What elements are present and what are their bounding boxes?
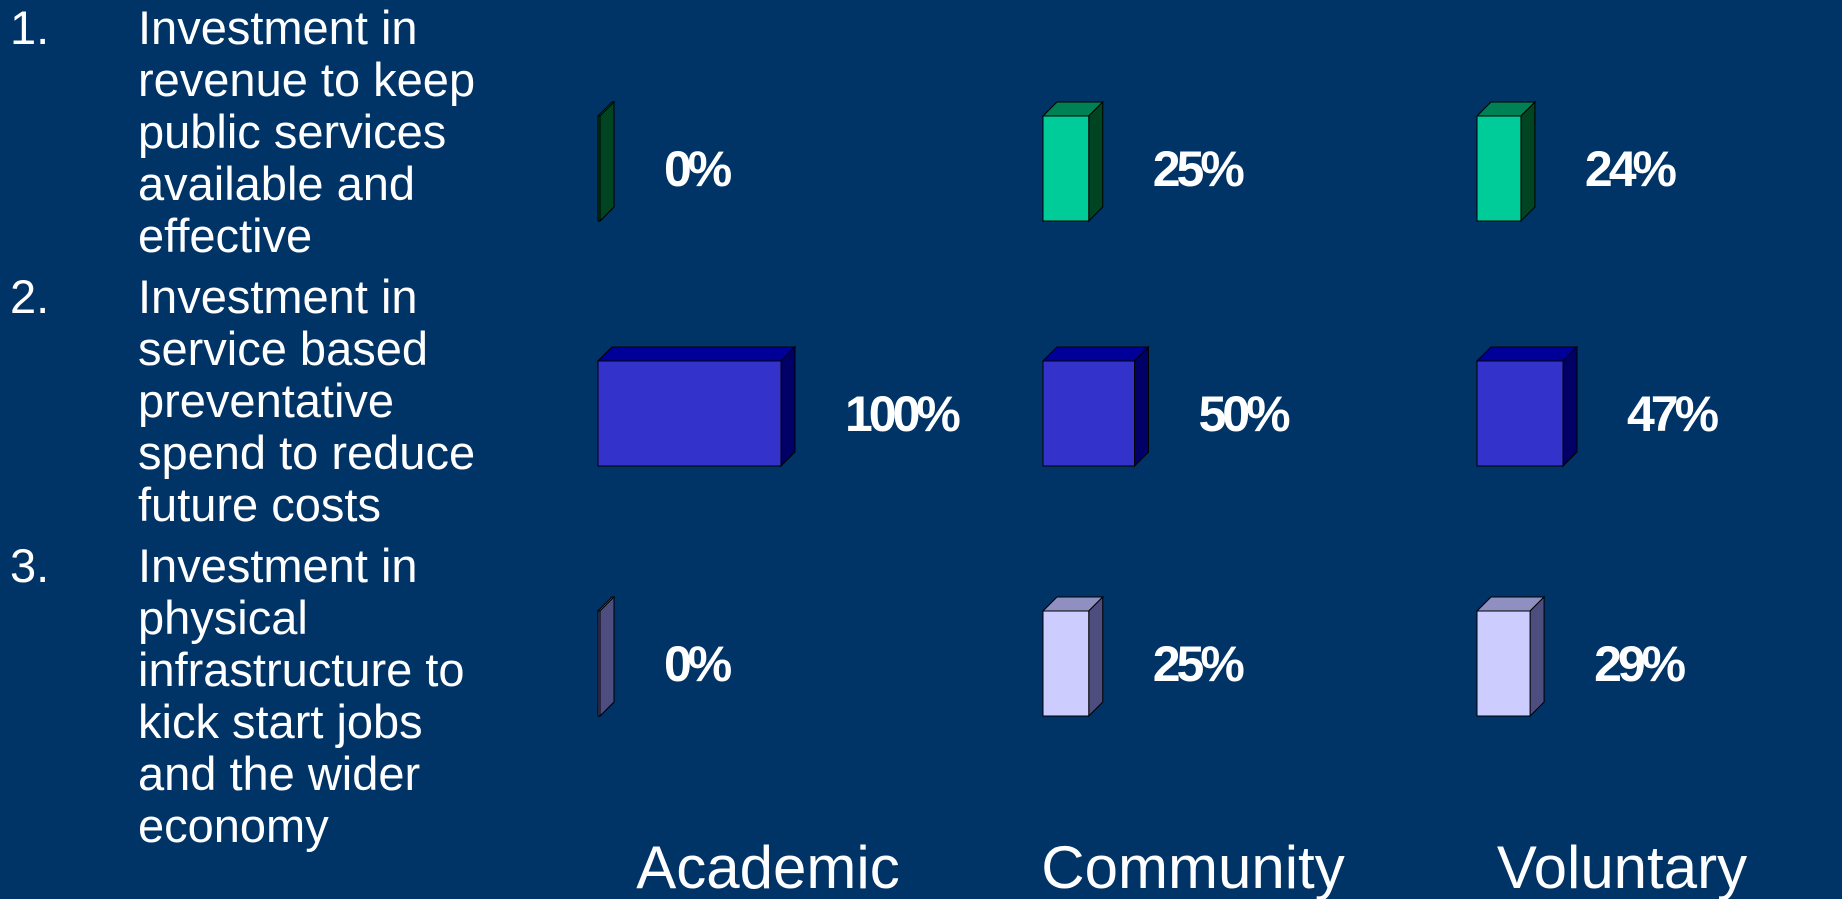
bar-value-label: 0% bbox=[664, 636, 732, 692]
bar-value-label: 47% bbox=[1627, 386, 1719, 442]
bar-top-face bbox=[596, 596, 616, 612]
bar-3d bbox=[1041, 100, 1104, 223]
option-line: Investment in bbox=[138, 539, 418, 592]
option-text: Investment in physical infrastructure to… bbox=[138, 540, 548, 852]
option-line: spend to reduce bbox=[138, 426, 476, 479]
option-line: service based bbox=[138, 322, 428, 375]
option-line: preventative bbox=[138, 374, 395, 427]
option-text: Investment in revenue to keep public ser… bbox=[138, 2, 548, 262]
option-number: 1. bbox=[10, 1, 50, 54]
bar-top-face bbox=[1475, 346, 1579, 362]
bar-top-face bbox=[596, 101, 616, 117]
bar-value-label: 29% bbox=[1594, 636, 1686, 692]
option-text: Investment in service based preventative… bbox=[138, 271, 548, 531]
bar-front-face bbox=[597, 115, 601, 222]
option-line: Investment in bbox=[138, 270, 418, 323]
bar-value-label: 100% bbox=[845, 386, 960, 442]
bar-top-face bbox=[596, 346, 797, 362]
option-line: physical bbox=[138, 591, 308, 644]
option-line: kick start jobs bbox=[138, 695, 423, 748]
group-label: Voluntary bbox=[1497, 834, 1747, 899]
bar-side-face bbox=[1529, 595, 1545, 718]
bar-side-face bbox=[780, 345, 796, 468]
bar-side-face bbox=[1088, 595, 1104, 718]
bar-side-face bbox=[1134, 345, 1149, 468]
option-line: public services bbox=[138, 105, 447, 158]
bar-front-face bbox=[1042, 115, 1090, 222]
bar-front-face bbox=[1476, 360, 1564, 467]
bar-3d bbox=[596, 595, 616, 718]
option-line: available and bbox=[138, 157, 415, 210]
bar-3d bbox=[1041, 595, 1104, 718]
group-label: Community bbox=[1041, 834, 1344, 899]
bar-3d bbox=[1041, 345, 1150, 468]
bar-top-face bbox=[1475, 101, 1537, 117]
bar-side-face bbox=[599, 595, 615, 718]
option-number: 2. bbox=[10, 270, 50, 323]
bar-side-face bbox=[1562, 345, 1578, 468]
bar-top-face bbox=[1041, 596, 1104, 612]
bar-3d bbox=[1475, 345, 1579, 468]
bar-value-label: 24% bbox=[1585, 141, 1677, 197]
bar-front-face bbox=[597, 610, 601, 717]
bar-value-label: 25% bbox=[1153, 141, 1245, 197]
bar-3d bbox=[596, 100, 616, 223]
option-line: future costs bbox=[138, 478, 381, 531]
bar-side-face bbox=[599, 100, 615, 223]
bar-3d bbox=[1475, 595, 1546, 718]
bar-front-face bbox=[1042, 610, 1090, 717]
option-number: 3. bbox=[10, 539, 50, 592]
bar-side-face bbox=[1088, 100, 1104, 223]
bar-top-face bbox=[1041, 346, 1150, 362]
bar-3d bbox=[1475, 100, 1537, 223]
option-line: infrastructure to bbox=[138, 643, 465, 696]
bar-top-face bbox=[1475, 596, 1546, 612]
bar-3d bbox=[596, 345, 797, 468]
group-label: Academic bbox=[636, 834, 899, 899]
bar-front-face bbox=[1042, 360, 1135, 467]
bar-value-label: 25% bbox=[1153, 636, 1245, 692]
bar-side-face bbox=[1520, 100, 1536, 223]
option-line: revenue to keep bbox=[138, 53, 476, 106]
option-line: Investment in bbox=[138, 1, 418, 54]
bar-front-face bbox=[1476, 610, 1531, 717]
bar-front-face bbox=[1476, 115, 1522, 222]
bar-top-face bbox=[1041, 101, 1104, 117]
option-line: effective bbox=[138, 209, 313, 262]
bar-value-label: 0% bbox=[664, 141, 732, 197]
bar-front-face bbox=[597, 360, 782, 467]
option-line: economy bbox=[138, 799, 329, 852]
option-line: and the wider bbox=[138, 747, 421, 800]
bar-value-label: 50% bbox=[1199, 386, 1291, 442]
